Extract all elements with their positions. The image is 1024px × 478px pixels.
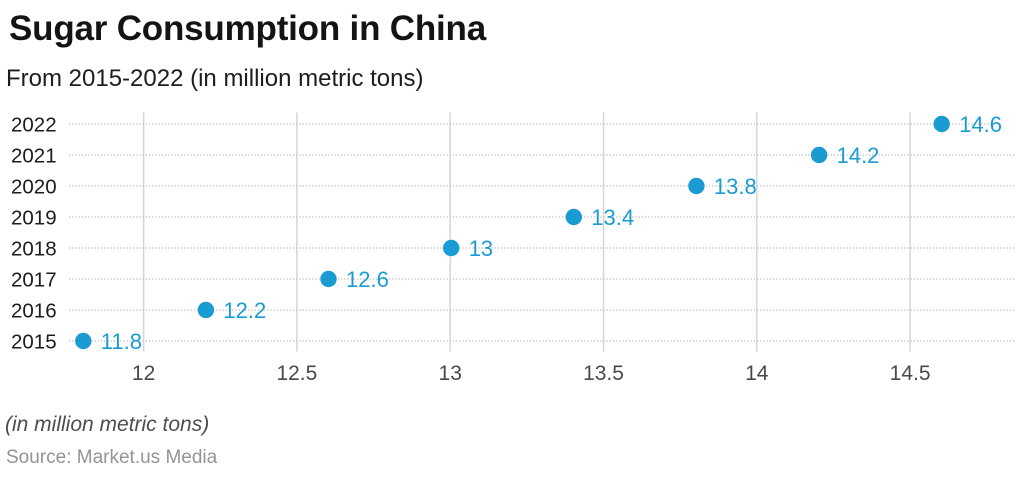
svg-text:12: 12: [132, 362, 155, 385]
svg-text:2015: 2015: [11, 331, 57, 354]
svg-text:2016: 2016: [11, 300, 57, 323]
svg-text:14.6: 14.6: [959, 112, 1002, 137]
svg-text:13: 13: [439, 362, 462, 385]
svg-text:2021: 2021: [11, 145, 57, 168]
svg-text:12.6: 12.6: [346, 267, 389, 292]
svg-text:13.8: 13.8: [714, 174, 757, 199]
svg-text:13.5: 13.5: [583, 362, 624, 385]
svg-text:2019: 2019: [11, 207, 57, 230]
svg-text:13.4: 13.4: [591, 205, 634, 230]
svg-text:14.2: 14.2: [837, 143, 880, 168]
svg-text:14: 14: [745, 362, 769, 385]
svg-text:13: 13: [469, 236, 493, 261]
svg-text:2018: 2018: [11, 238, 57, 261]
svg-text:2020: 2020: [11, 176, 57, 199]
svg-text:14.5: 14.5: [890, 362, 931, 385]
svg-text:12.2: 12.2: [223, 298, 266, 323]
svg-text:11.8: 11.8: [101, 329, 142, 354]
svg-text:2022: 2022: [11, 114, 57, 137]
svg-text:2017: 2017: [11, 269, 57, 292]
svg-text:12.5: 12.5: [276, 362, 317, 385]
